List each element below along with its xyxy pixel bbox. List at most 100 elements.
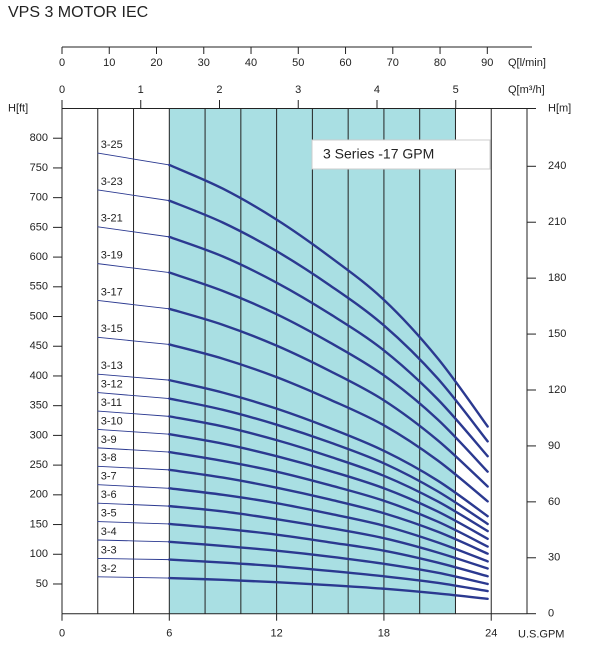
annotation: 3 Series -17 GPM [323,146,434,162]
x3-tick-label: 4 [374,84,380,96]
curve-thin [97,521,170,525]
curve [168,378,489,518]
curve-label: 3-7 [101,471,117,483]
curve-thin [97,465,170,471]
y-tick-label: 800 [30,132,48,144]
y-tick-label: 350 [30,400,48,412]
y-tick-label: 250 [30,459,48,471]
y2-tick-label: 90 [548,440,560,452]
x2-tick-label: 40 [245,57,257,69]
curve-thin [97,189,170,202]
curve [168,558,489,593]
curve [168,271,489,473]
curve-thin [97,484,170,489]
x-tick-label: 12 [270,628,282,640]
curve [168,235,489,458]
chart-title: VPS 3 MOTOR IEC [8,4,148,21]
x-tick-label: 6 [166,628,172,640]
x-tick-label: 0 [59,628,65,640]
y2-tick-label: 120 [548,384,566,396]
y-tick-label: 300 [30,429,48,441]
curve-thin [97,226,170,238]
curve [168,576,489,601]
curve-thin [97,373,170,381]
y2-tick-label: 180 [548,272,566,284]
curve-label: 3-11 [101,397,122,409]
curve-label: 3-12 [101,379,123,391]
x-tick-label: 24 [485,628,497,640]
curve-thin [97,576,170,579]
curve-thin [97,336,170,345]
curve-label: 3-13 [101,360,123,372]
curve-label: 3-25 [101,139,123,151]
x2-tick-label: 30 [198,57,210,69]
curve-label: 3-4 [101,526,117,538]
curve-thin [97,152,170,166]
y2-tick-label: 30 [548,552,560,564]
x2-tick-label: 70 [387,57,399,69]
curve [168,199,489,443]
y2-axis-label: H[m] [548,102,571,114]
x3-tick-label: 0 [59,84,65,96]
y2-tick-label: 240 [548,160,566,172]
curve [168,450,489,548]
curve [168,504,489,570]
annotation-box [311,139,491,170]
curve-label: 3-17 [101,286,123,298]
x3-tick-label: 3 [295,84,301,96]
y-tick-label: 600 [30,251,48,263]
y-tick-label: 100 [30,548,48,560]
curve-label: 3-15 [101,323,123,335]
x3-tick-label: 1 [138,84,144,96]
y-tick-label: 50 [36,578,48,590]
y-axis-label: H[ft] [8,102,28,114]
curve-thin [97,300,170,310]
x3-axis-label: Q[m³/h] [508,84,545,96]
x2-tick-label: 0 [59,57,65,69]
y2-tick-label: 0 [548,608,554,620]
curve-thin [97,447,170,453]
curve-label: 3-8 [101,452,117,464]
curve-thin [97,557,170,561]
curve-label: 3-21 [101,213,123,225]
y-tick-label: 150 [30,518,48,530]
curve [168,433,489,541]
y-tick-label: 450 [30,340,48,352]
curve-label: 3-9 [101,434,117,446]
curve-label: 3-2 [101,563,117,575]
curve [168,468,489,555]
y-tick-label: 650 [30,221,48,233]
x-axis-label: U.S.GPM [518,629,564,641]
y2-tick-label: 150 [548,328,566,340]
y-tick-label: 550 [30,281,48,293]
curve-thin [97,429,170,435]
curve-label: 3-23 [101,176,123,188]
x2-tick-label: 20 [150,57,162,69]
curve [168,343,489,503]
curve [168,163,489,428]
curve [168,487,489,563]
curve [168,307,489,488]
curve [168,415,489,533]
curve [168,540,489,586]
y-tick-label: 200 [30,489,48,501]
y2-tick-label: 60 [548,496,560,508]
curve [168,397,489,526]
y-tick-label: 750 [30,162,48,174]
y-tick-label: 500 [30,310,48,322]
y-tick-label: 700 [30,192,48,204]
x-tick-label: 18 [378,628,390,640]
curve-thin [97,410,170,417]
curve [168,522,489,578]
curve-label: 3-3 [101,544,117,556]
curve-thin [97,392,170,399]
x2-tick-label: 60 [339,57,351,69]
curve-thin [97,502,170,507]
curve-thin [97,539,170,543]
x3-tick-label: 2 [216,84,222,96]
x2-axis-label: Q[l/min] [508,57,546,69]
curve-label: 3-10 [101,415,123,427]
y2-tick-label: 210 [548,216,566,228]
x2-tick-label: 80 [434,57,446,69]
